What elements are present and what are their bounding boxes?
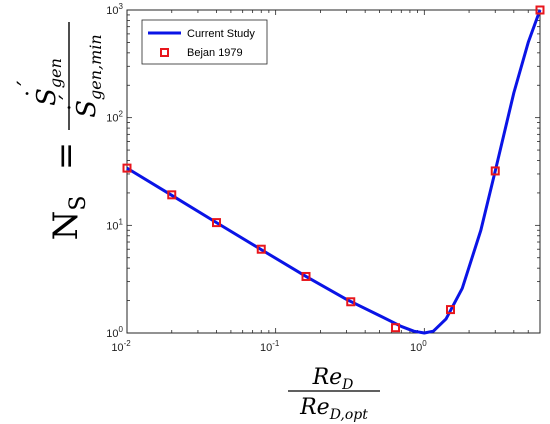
data-point-bejan xyxy=(535,5,545,15)
data-point-bejan xyxy=(490,166,500,176)
y-label-denominator: Sgen,min xyxy=(72,34,105,118)
x-tick-label: 100 xyxy=(410,339,427,354)
x-tick-label: 10-1 xyxy=(260,339,280,354)
y-label-numerator: Sgen xyxy=(32,58,65,106)
y-label-equals: = xyxy=(46,142,86,171)
data-point-bejan xyxy=(301,271,311,281)
x-label-denominator: ReD,opt xyxy=(299,395,368,423)
x-label-numerator: ReD xyxy=(312,365,354,393)
legend-label-current-study: Current Study xyxy=(187,28,255,40)
data-point-bejan xyxy=(346,297,356,307)
y-label-numerator-dot: ·´ xyxy=(16,79,41,97)
data-point-bejan xyxy=(391,323,401,333)
y-label-lhs: NS xyxy=(46,196,91,241)
series-line-current-study xyxy=(126,9,542,335)
y-label-denominator-dot: ·´ xyxy=(58,93,83,111)
x-axis-label: ReD ReD,opt xyxy=(288,365,380,423)
data-point-bejan xyxy=(122,163,132,173)
legend-label-bejan: Bejan 1979 xyxy=(187,47,243,59)
series-layer xyxy=(122,5,545,335)
data-point-bejan xyxy=(256,244,266,254)
data-point-bejan xyxy=(212,218,222,228)
y-tick-label: 103 xyxy=(106,2,123,17)
legend: Current Study Bejan 1979 xyxy=(141,19,268,65)
data-point-bejan xyxy=(167,190,177,200)
y-tick-label: 100 xyxy=(106,325,123,340)
y-axis-label: NS = Sgen ·´ Sgen,min ·´ xyxy=(16,22,105,240)
y-tick-label: 101 xyxy=(106,217,123,232)
data-point-bejan xyxy=(445,305,455,315)
legend-marker-bejan xyxy=(160,48,169,57)
y-tick-labels: 100 101 102 103 xyxy=(106,2,123,340)
x-tick-label: 10-2 xyxy=(111,339,131,354)
x-tick-labels: 10-2 10-1 100 xyxy=(111,339,427,354)
y-tick-label: 102 xyxy=(106,110,123,125)
